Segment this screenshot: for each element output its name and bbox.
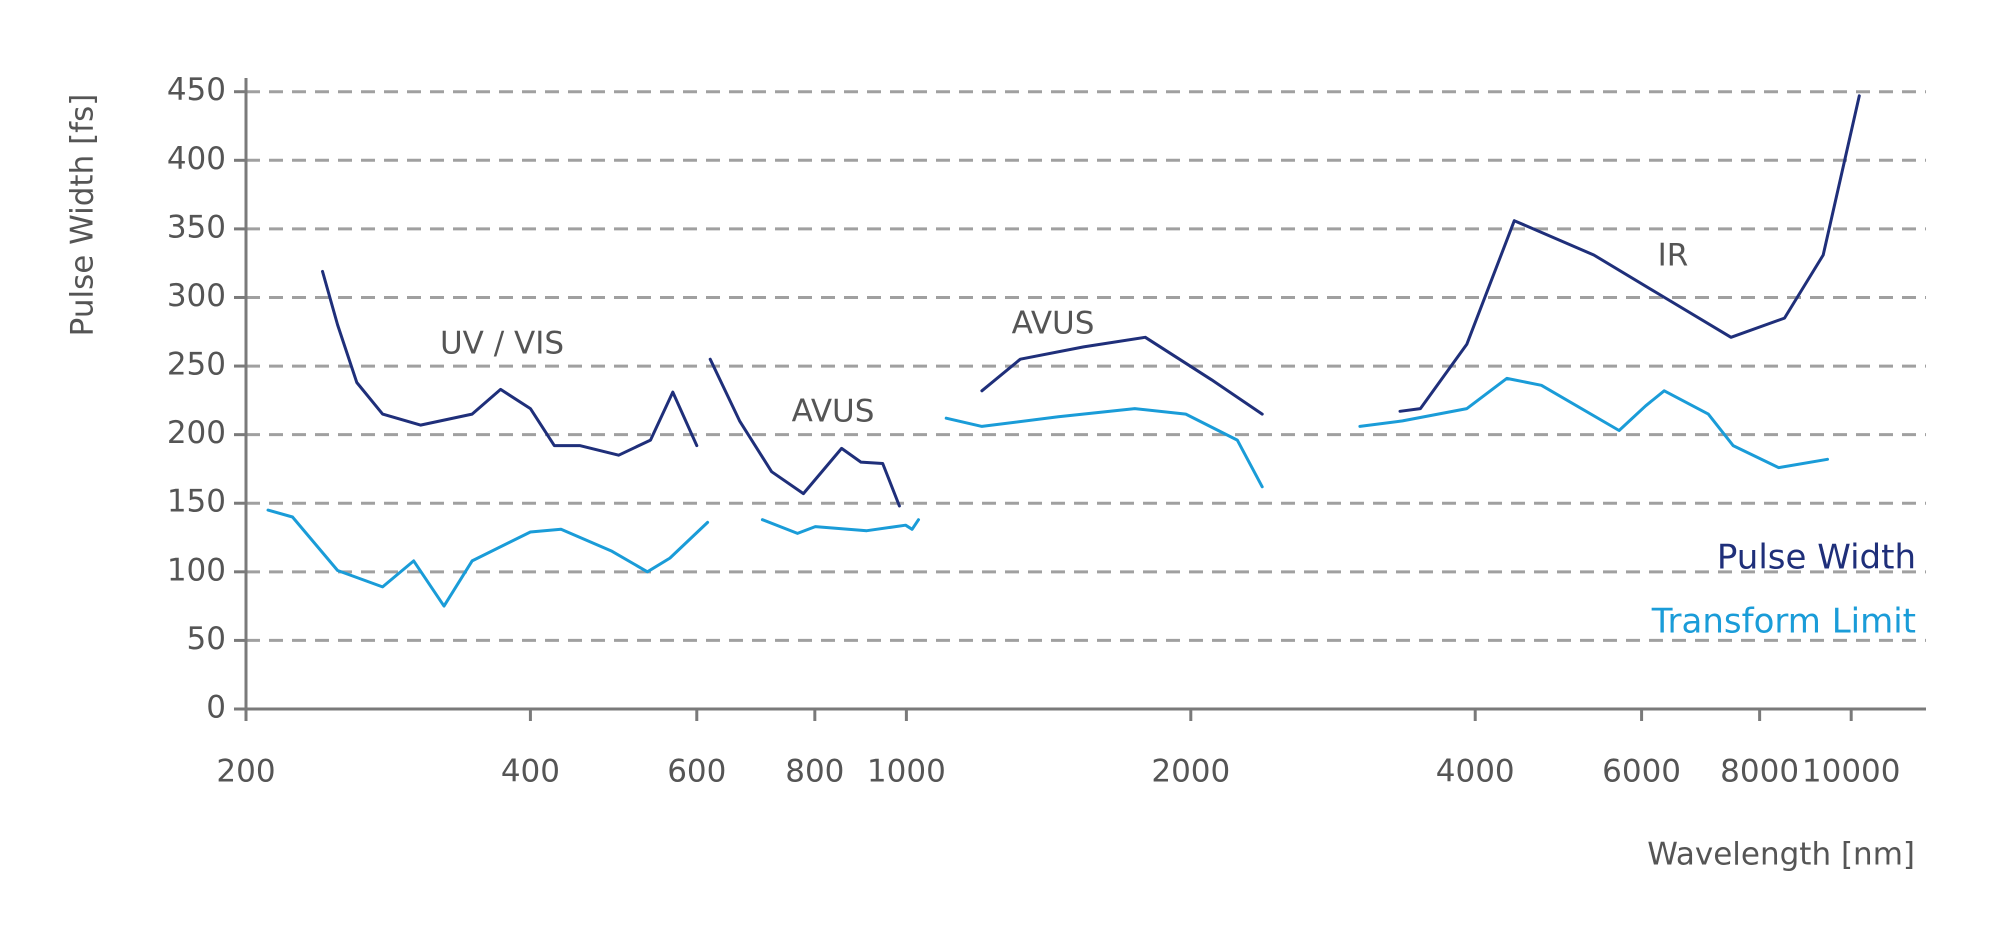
y-tick-label: 0 — [206, 690, 226, 726]
y-tick-label: 250 — [167, 347, 226, 383]
y-axis-label: Pulse Width [fs] — [65, 94, 101, 337]
legend-label: Transform Limit — [1651, 602, 1916, 642]
y-tick-label: 400 — [167, 141, 226, 177]
x-tick-label: 400 — [501, 754, 560, 790]
x-tick-label: 8000 — [1720, 754, 1799, 790]
x-tick-label: 200 — [216, 754, 275, 790]
x-tick-label: 1000 — [867, 754, 946, 790]
annotation: IR — [1658, 238, 1689, 274]
x-tick-label: 6000 — [1602, 754, 1681, 790]
x-tick-label: 4000 — [1436, 754, 1515, 790]
y-tick-label: 150 — [167, 484, 226, 520]
y-tick-label: 100 — [167, 552, 226, 588]
x-tick-label: 600 — [667, 754, 726, 790]
y-tick-label: 450 — [167, 72, 226, 108]
x-tick-label: 2000 — [1151, 754, 1230, 790]
x-tick-label: 10000 — [1802, 754, 1901, 790]
series-line — [266, 376, 1829, 608]
annotation: AVUS — [1012, 306, 1095, 342]
x-axis-label: Wavelength [nm] — [1647, 837, 1915, 873]
annotation: AVUS — [792, 394, 875, 430]
annotation: UV / VIS — [440, 326, 564, 362]
y-tick-label: 350 — [167, 209, 226, 245]
legend-label: Pulse Width — [1717, 538, 1916, 578]
x-tick-label: 800 — [785, 754, 844, 790]
y-tick-label: 300 — [167, 278, 226, 314]
series-line — [321, 94, 1861, 508]
y-tick-label: 200 — [167, 415, 226, 451]
y-tick-label: 50 — [187, 621, 226, 657]
